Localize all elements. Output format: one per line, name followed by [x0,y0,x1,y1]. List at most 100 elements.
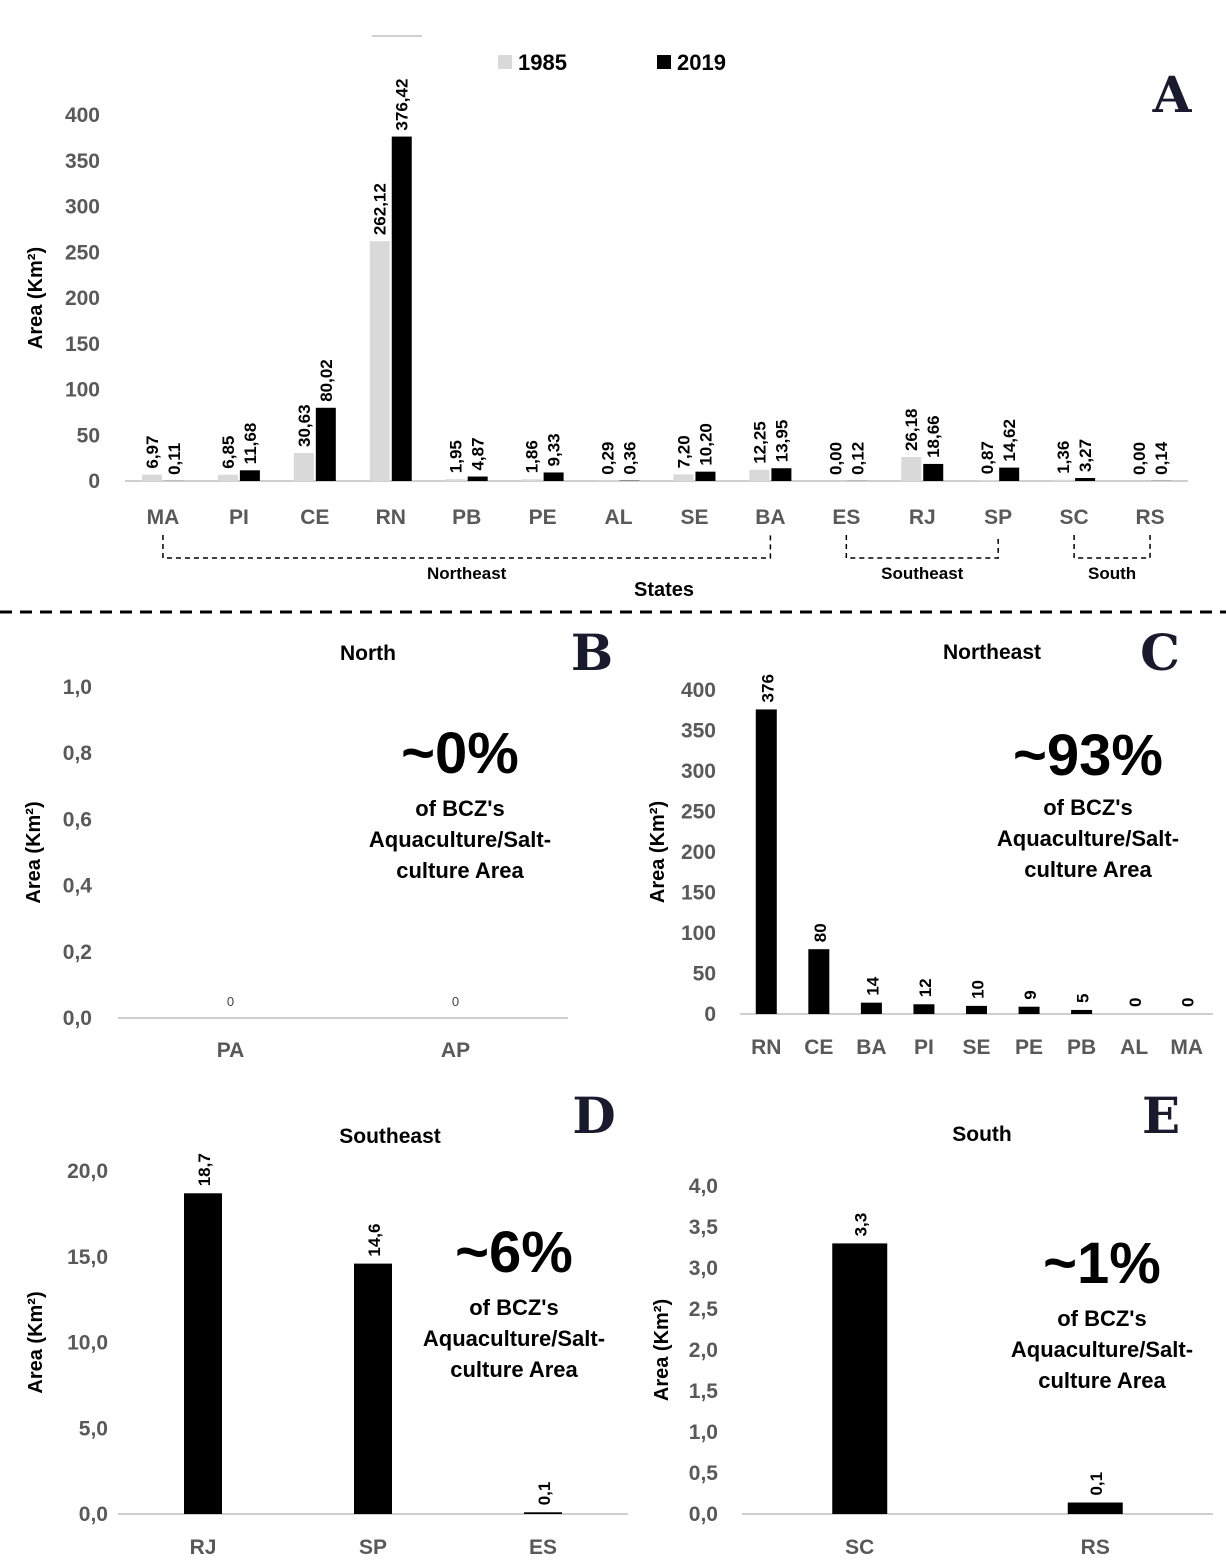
panel-d-data-label-sp: 14,6 [365,1224,384,1257]
bar-2019-rn [391,136,412,482]
panel-c-x-tick-label-rn: RN [751,1036,781,1059]
panel-e-y-tick-label: 2,0 [689,1339,718,1362]
panel-d-share-note-line: Aquaculture/Salt- [423,1326,605,1351]
panel-d-share-note-line: of BCZ's [469,1295,559,1320]
panel-b-data-label-pa: 0 [227,994,234,1009]
data-label-2019-sp: 14,62 [1000,419,1019,462]
data-label-2019-pb: 4,87 [469,437,488,470]
y-tick-label: 50 [77,424,100,447]
bar-2019-ce [315,407,336,481]
data-label-1985-ma: 6,97 [143,436,162,469]
panel-c-x-tick-label-pb: PB [1067,1036,1096,1059]
bar-2019-pb [467,476,488,481]
panel-c-data-label-ba: 14 [863,976,882,995]
panel-d-y-tick-label: 10,0 [67,1332,108,1355]
y-axis-title: Area (Km²) [25,247,47,349]
panel-e-y-tick-label: 0,0 [689,1503,718,1526]
panel-e-data-label-rs: 0,1 [1087,1472,1106,1496]
bar-1985-sp [977,480,998,481]
panel-c-bar-ba [860,1002,882,1014]
data-label-1985-pi: 6,85 [219,436,238,469]
bar-1985-ba [749,469,770,481]
panel-c-data-label-se: 10 [969,980,988,999]
data-label-2019-rj: 18,66 [924,415,943,458]
panel-d-share-value: ~6% [455,1220,573,1285]
data-label-2019-ma: 0,11 [165,443,184,475]
x-tick-label-rn: RN [376,506,406,529]
region-bracket-northeast [162,535,772,559]
panel-c-bar-pe [1018,1006,1040,1014]
bar-2019-sc [1075,478,1096,481]
panel-e-y-axis-title: Area (Km²) [651,1299,673,1401]
panel-c-x-tick-label-pi: PI [914,1036,934,1059]
panel-d-bar-es [524,1512,562,1514]
panel-e-share-note-line: Aquaculture/Salt- [1011,1337,1193,1362]
panel-d-x-tick-label-rj: RJ [190,1536,217,1559]
y-tick-label: 400 [65,104,100,127]
panel-b-share-note-line: of BCZ's [415,796,505,821]
panel-b-y-tick-label: 0,0 [63,1007,92,1030]
data-label-2019-al: 0,36 [621,442,640,475]
panel-c-y-tick-label: 50 [693,963,716,986]
panel-b-chart: 0,0 0,2 0,4 0,6 0,8 1,0 Area (Km²) 0 PA 0 AP North B… [23,623,613,1062]
data-label-2019-sc: 3,27 [1076,439,1095,472]
panel-e-bar-rs [1067,1502,1123,1514]
panel-c-y-tick-label: 400 [681,679,716,702]
panel-e-y-tick-label: 1,5 [689,1380,719,1403]
panel-e-bar-sc [832,1243,888,1514]
panel-d-data-label-rj: 18,7 [195,1153,214,1186]
panel-c-y-tick-label: 350 [681,720,716,743]
legend-label-1985: 1985 [518,50,567,75]
bar-2019-rj [923,463,944,481]
x-tick-label-se: SE [680,506,708,529]
legend-label-2019: 2019 [677,50,726,75]
bar-2019-ba [771,468,792,481]
panel-d-bar-rj [184,1193,222,1514]
x-axis-title: States [634,579,694,601]
panel-c-x-tick-label-pe: PE [1015,1036,1043,1059]
bar-2019-sp [999,467,1020,481]
panel-d-x-tick-label-es: ES [529,1536,557,1559]
bar-1985-pb [445,479,466,481]
bar-1985-se [673,474,694,481]
x-tick-label-es: ES [832,506,860,529]
panel-letter-a: A [1152,65,1193,124]
x-tick-label-rj: RJ [909,506,936,529]
panel-e-data-label-sc: 3,3 [852,1213,871,1237]
panel-c-x-tick-label-al: AL [1120,1036,1148,1059]
data-label-1985-se: 7,20 [674,435,693,468]
data-label-1985-ba: 12,25 [750,421,769,464]
panel-c-bar-se [966,1005,987,1014]
panel-d-y-tick-label: 15,0 [67,1246,108,1269]
bar-1985-ce [293,452,314,481]
bar-1985-pe [521,479,542,481]
panel-letter-d: D [572,1086,615,1145]
y-tick-label: 150 [65,333,100,356]
panel-c-y-tick-label: 100 [681,922,716,945]
x-tick-label-sc: SC [1060,506,1089,529]
panel-c-y-tick-label: 0 [704,1003,716,1026]
panel-e-x-tick-label-sc: SC [845,1536,874,1559]
panel-c-y-tick-label: 250 [681,801,716,824]
y-tick-label: 250 [65,241,100,264]
panel-e-chart: 0,0 0,5 1,0 1,5 2,0 2,5 3,0 3,5 4,0 Area (Km²) 3,3… [651,1086,1213,1559]
data-label-2019-rs: 0,14 [1152,441,1171,475]
data-label-2019-ce: 80,02 [317,359,336,402]
data-label-1985-rs: 0,00 [1130,442,1149,475]
region-label-northeast: Northeast [427,564,507,583]
panel-c-x-tick-label-se: SE [962,1036,990,1059]
panel-c-share-note-line: of BCZ's [1043,795,1133,820]
panel-e-y-tick-label: 3,5 [689,1216,719,1239]
panel-c-data-label-ce: 80 [811,923,830,942]
panel-d-share-note-line: culture Area [450,1357,578,1382]
panel-letter-e: E [1142,1086,1180,1145]
panel-c-share-note-line: Aquaculture/Salt- [997,826,1179,851]
panel-c-data-label-pb: 5 [1074,993,1093,1002]
x-tick-label-rs: RS [1135,506,1164,529]
x-tick-label-pb: PB [452,506,481,529]
data-label-1985-pe: 1,86 [523,440,542,473]
bar-1985-rj [901,457,922,481]
region-bracket-south [1073,535,1151,559]
data-label-1985-rj: 26,18 [902,408,921,451]
y-tick-label: 300 [65,196,100,219]
